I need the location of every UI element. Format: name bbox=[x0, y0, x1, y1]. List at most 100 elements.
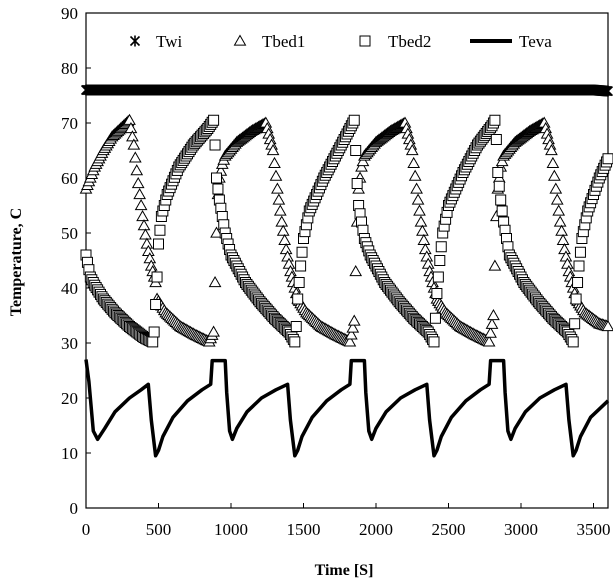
point-tbed2 bbox=[435, 241, 447, 253]
point-tbed2 bbox=[493, 180, 505, 192]
point-tbed1 bbox=[278, 233, 292, 245]
point-tbed1 bbox=[550, 193, 564, 205]
y-axis-title: Temperature, C bbox=[8, 208, 25, 316]
point-tbed2 bbox=[350, 145, 362, 156]
point-tbed1 bbox=[279, 242, 293, 255]
legend-item-teva: Teva bbox=[470, 32, 552, 51]
x-tick-label: 2500 bbox=[432, 520, 466, 539]
x-tick-label: 1000 bbox=[214, 520, 248, 539]
point-tbed2 bbox=[151, 271, 163, 283]
series-line-teva bbox=[84, 358, 610, 458]
y-tick-label: 20 bbox=[61, 389, 78, 408]
y-tick-label: 70 bbox=[61, 114, 78, 133]
point-tbed2 bbox=[209, 139, 221, 151]
point-tbed2 bbox=[429, 312, 441, 324]
x-tick-label: 3500 bbox=[577, 520, 611, 539]
point-tbed1 bbox=[549, 182, 563, 194]
x-tick-label: 3000 bbox=[504, 520, 538, 539]
point-tbed1 bbox=[272, 193, 286, 205]
point-tbed1 bbox=[414, 215, 428, 227]
point-tbed2 bbox=[496, 205, 508, 217]
point-tbed1 bbox=[271, 182, 284, 194]
point-tbed2 bbox=[569, 318, 581, 330]
point-tbed1 bbox=[130, 164, 144, 176]
point-twi bbox=[602, 85, 613, 97]
point-tbed2 bbox=[428, 336, 440, 348]
point-tbed1 bbox=[134, 198, 148, 211]
point-tbed1 bbox=[344, 328, 358, 340]
legend-item-tbed2: Tbed2 bbox=[359, 32, 431, 51]
point-tbed1 bbox=[136, 209, 149, 222]
x-tick-label: 500 bbox=[146, 520, 172, 539]
y-axis: 0 10 20 30 40 50 60 70 80 90 bbox=[61, 4, 91, 518]
point-tbed1 bbox=[552, 204, 566, 216]
legend-label: Tbed2 bbox=[388, 32, 431, 51]
point-tbed1 bbox=[210, 226, 223, 238]
point-tbed2 bbox=[573, 260, 585, 272]
point-tbed1 bbox=[133, 187, 147, 200]
point-tbed2 bbox=[495, 194, 507, 206]
point-tbed2 bbox=[351, 178, 363, 189]
point-tbed2 bbox=[148, 326, 160, 338]
point-tbed1 bbox=[137, 219, 151, 231]
y-tick-label: 40 bbox=[61, 279, 78, 298]
legend-item-tbed1: Tbed1 bbox=[233, 32, 305, 51]
point-tbed2 bbox=[567, 336, 579, 348]
point-tbed1 bbox=[555, 224, 568, 236]
point-tbed1 bbox=[416, 224, 429, 236]
point-tbed1 bbox=[266, 143, 280, 156]
point-tbed1 bbox=[601, 319, 613, 332]
point-tbed1 bbox=[208, 275, 222, 288]
point-tbed1 bbox=[123, 113, 136, 125]
point-tbed1 bbox=[127, 138, 141, 150]
point-tbed1 bbox=[124, 121, 138, 134]
point-tbed1 bbox=[413, 204, 426, 216]
point-tbed1 bbox=[488, 259, 502, 271]
point-tbed2 bbox=[572, 277, 584, 288]
legend-swatch-square bbox=[359, 35, 371, 47]
y-tick-label: 30 bbox=[61, 334, 78, 353]
point-tbed1 bbox=[487, 308, 500, 321]
point-tbed1 bbox=[276, 224, 290, 236]
legend-label: Teva bbox=[519, 32, 552, 51]
point-tbed1 bbox=[482, 335, 496, 347]
point-tbed2 bbox=[289, 336, 301, 348]
point-tbed1 bbox=[268, 156, 281, 168]
series-tbed2 bbox=[80, 114, 613, 348]
point-tbed1 bbox=[343, 335, 357, 347]
x-tick-label: 2000 bbox=[359, 520, 393, 539]
point-tbed1 bbox=[356, 154, 370, 167]
point-tbed1 bbox=[410, 182, 423, 194]
point-tbed2 bbox=[154, 224, 166, 236]
point-tbed1 bbox=[140, 237, 154, 249]
point-tbed1 bbox=[349, 264, 363, 277]
point-tbed2 bbox=[211, 172, 222, 184]
point-tbed1 bbox=[139, 228, 152, 240]
point-tbed2 bbox=[574, 246, 586, 258]
point-tbed1 bbox=[546, 156, 560, 168]
y-tick-label: 50 bbox=[61, 224, 78, 243]
point-tbed2 bbox=[490, 134, 502, 145]
series-teva bbox=[84, 358, 610, 458]
y-tick-label: 0 bbox=[70, 499, 79, 518]
point-tbed2 bbox=[153, 238, 164, 250]
point-tbed1 bbox=[418, 242, 432, 255]
point-tbed1 bbox=[407, 156, 421, 168]
y-tick-label: 80 bbox=[61, 59, 78, 78]
point-tbed2 bbox=[434, 255, 446, 266]
series-twi bbox=[80, 84, 613, 97]
point-tbed1 bbox=[558, 242, 571, 255]
point-tbed1 bbox=[411, 193, 425, 205]
point-tbed2 bbox=[293, 277, 305, 288]
point-tbed2 bbox=[570, 293, 582, 305]
point-tbed1 bbox=[484, 326, 497, 338]
point-tbed2 bbox=[295, 260, 307, 272]
point-tbed2 bbox=[150, 299, 162, 310]
point-tbed1 bbox=[405, 143, 419, 156]
series-layer bbox=[79, 84, 613, 458]
point-tbed2 bbox=[348, 114, 360, 126]
point-tbed1 bbox=[495, 154, 509, 167]
x-axis: 0 500 1000 1500 2000 2500 3000 3500 bbox=[82, 503, 611, 539]
point-tbed1 bbox=[269, 169, 283, 181]
